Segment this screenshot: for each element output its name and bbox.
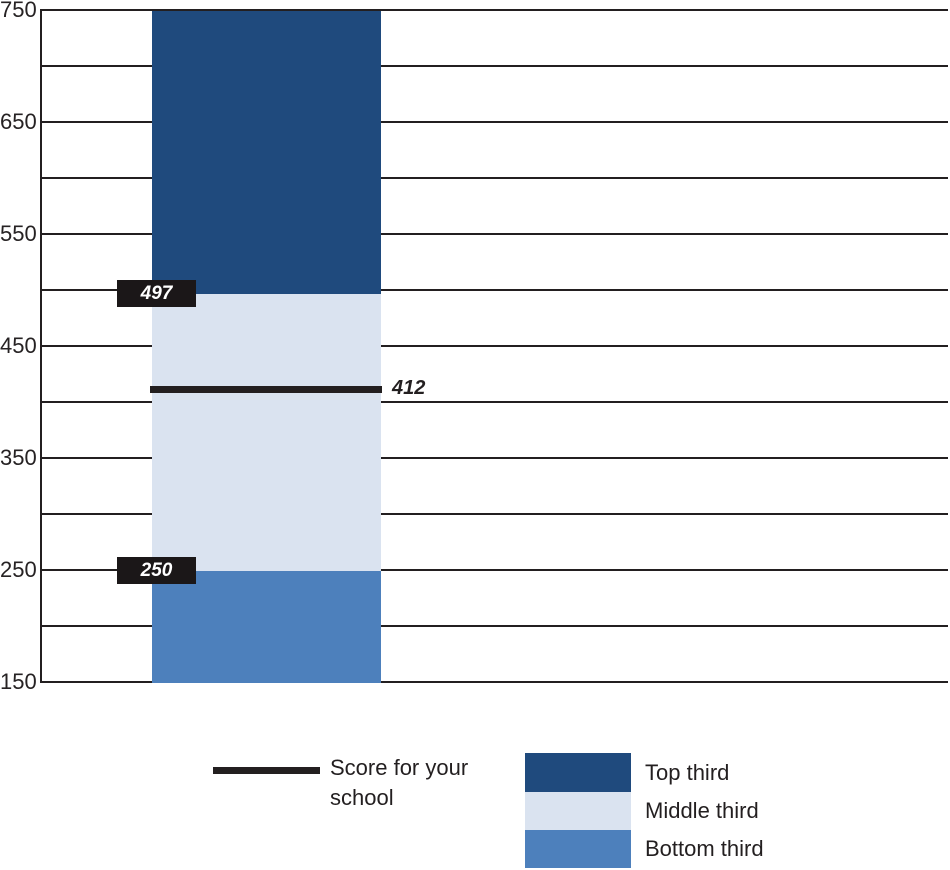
gridline-300 — [40, 513, 948, 515]
plot-area: 750 650 550 450 350 250 150 412 497 250 — [0, 0, 948, 694]
y-axis-tick-label-750: 750 — [0, 0, 37, 22]
legend-row-top-third: Top third — [525, 753, 764, 792]
middle-third-label: Middle third — [645, 798, 759, 823]
bar-segment-middle-third — [152, 294, 381, 571]
gridline-400 — [40, 401, 948, 403]
y-axis-tick-label-550: 550 — [0, 221, 37, 246]
legend-row-bottom-third: Bottom third — [525, 830, 764, 868]
gridline-700 — [40, 65, 948, 67]
legend-row-middle-third: Middle third — [525, 792, 764, 830]
legend-score-line-entry: Score for your school — [213, 753, 480, 813]
top-third-swatch — [525, 753, 631, 792]
gridline-750 — [40, 9, 948, 11]
legend-band-entries: Top third Middle third Bottom third — [525, 753, 764, 868]
top-third-label: Top third — [645, 759, 730, 785]
bottom-third-swatch — [525, 830, 631, 868]
boundary-value-box-497: 497 — [117, 280, 196, 308]
school-score-line — [150, 385, 382, 393]
score-line-legend-swatch — [213, 767, 320, 774]
boundary-value-box-250: 250 — [117, 557, 196, 584]
y-axis-tick-label-650: 650 — [0, 109, 37, 134]
y-axis-tick-label-450: 450 — [0, 333, 37, 358]
gridline-600 — [40, 177, 948, 179]
school-score-value-label: 412 — [392, 377, 426, 400]
gridline-500 — [40, 289, 948, 291]
score-line-legend-label: Score for your school — [330, 755, 469, 810]
gridline-650 — [40, 121, 948, 123]
y-axis-spine — [40, 9, 42, 683]
gridline-150 — [40, 681, 948, 683]
bar-segment-top-third — [152, 11, 381, 295]
y-axis-tick-label-250: 250 — [0, 557, 37, 582]
y-axis-tick-label-150: 150 — [0, 669, 37, 694]
bar-segment-bottom-third — [152, 571, 381, 683]
gridline-550 — [40, 233, 948, 235]
y-axis-tick-label-350: 350 — [0, 445, 37, 470]
gridline-250 — [40, 569, 948, 571]
bottom-third-label: Bottom third — [645, 836, 764, 861]
gridline-350 — [40, 457, 948, 459]
gridline-450 — [40, 345, 948, 347]
middle-third-swatch — [525, 792, 631, 830]
gridline-200 — [40, 625, 948, 627]
